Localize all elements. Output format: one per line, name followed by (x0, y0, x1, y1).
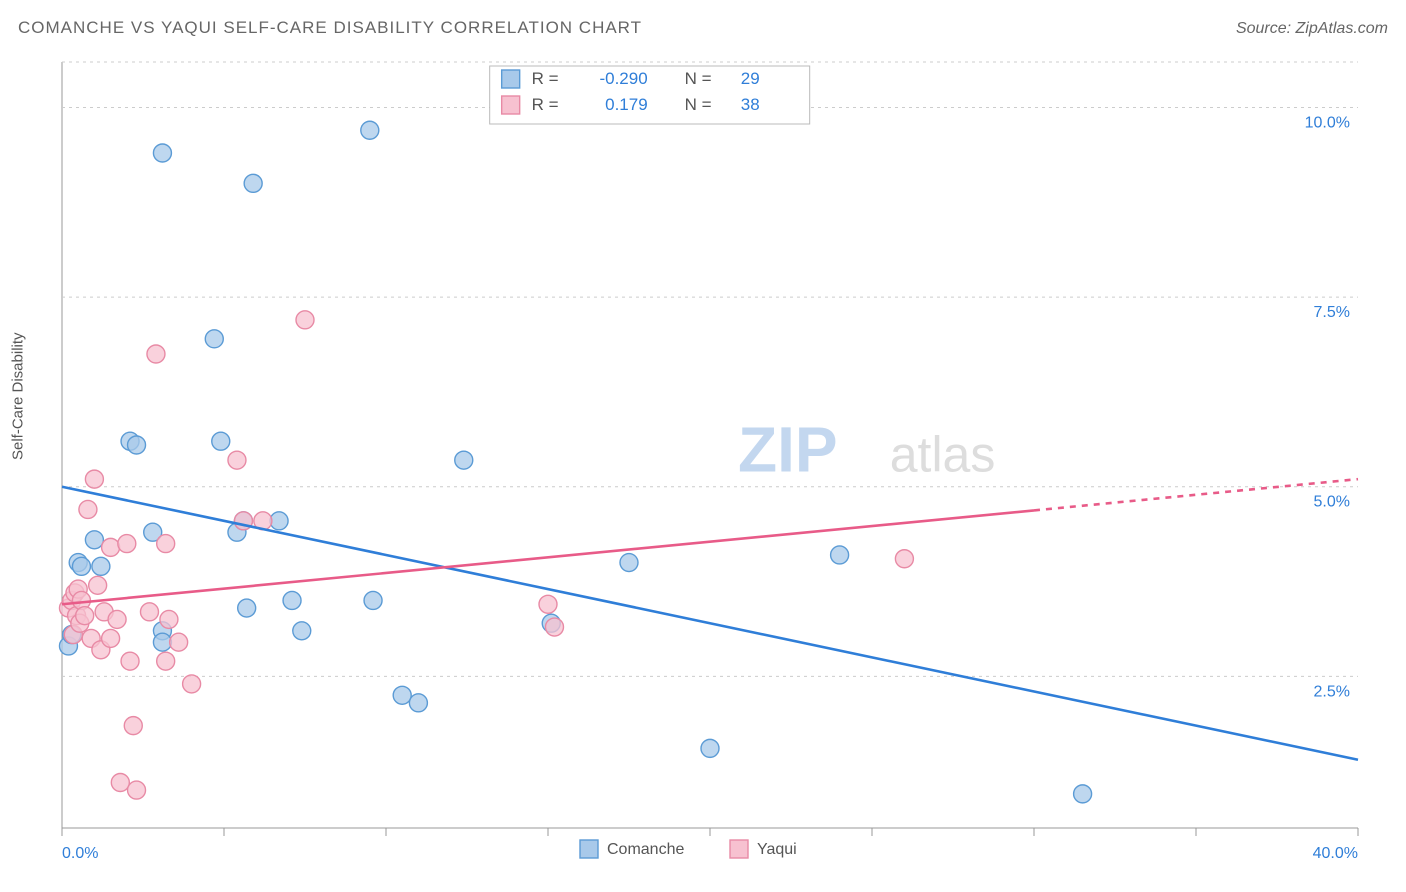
data-point (895, 550, 913, 568)
data-point (157, 652, 175, 670)
source-prefix: Source: (1236, 20, 1296, 37)
source-name: ZipAtlas.com (1296, 20, 1388, 37)
data-point (102, 629, 120, 647)
watermark-atlas: atlas (890, 427, 996, 483)
data-point (153, 144, 171, 162)
legend-r-value: -0.290 (599, 69, 647, 88)
legend-r-value: 0.179 (605, 95, 648, 114)
data-point (1074, 785, 1092, 803)
legend-n-value: 29 (741, 69, 760, 88)
data-point (296, 311, 314, 329)
data-point (270, 512, 288, 530)
legend-n-label: N = (685, 95, 712, 114)
legend-swatch (580, 840, 598, 858)
data-point (153, 633, 171, 651)
data-point (128, 781, 146, 799)
data-point (92, 557, 110, 575)
data-point (283, 591, 301, 609)
data-point (72, 557, 90, 575)
x-tick-min: 0.0% (62, 845, 98, 862)
source-attribution: Source: ZipAtlas.com (1236, 20, 1388, 38)
legend-series-label: Yaqui (757, 841, 797, 858)
data-point (147, 345, 165, 363)
data-point (118, 535, 136, 553)
data-point (545, 618, 563, 636)
data-point (455, 451, 473, 469)
legend-n-value: 38 (741, 95, 760, 114)
data-point (121, 652, 139, 670)
data-point (293, 622, 311, 640)
correlation-scatter-chart: ZIP atlas 0.0% 40.0% 2.5% 5.0% 7.5% 10.0% R = -0.… (42, 54, 1392, 884)
y-tick-label: 10.0% (1305, 115, 1350, 132)
data-point (108, 610, 126, 628)
watermark-zip: ZIP (738, 414, 838, 486)
legend-swatch (502, 70, 520, 88)
data-point (409, 694, 427, 712)
y-tick-label: 5.0% (1314, 494, 1350, 511)
data-point (76, 607, 94, 625)
data-point (111, 773, 129, 791)
data-point (620, 554, 638, 572)
data-point (85, 531, 103, 549)
data-point (393, 686, 411, 704)
legend-swatch (730, 840, 748, 858)
legend-swatch (502, 96, 520, 114)
trend-line-dashed (1034, 479, 1358, 510)
data-point (238, 599, 256, 617)
chart-title: COMANCHE VS YAQUI SELF-CARE DISABILITY C… (18, 18, 642, 38)
data-point (170, 633, 188, 651)
data-point (244, 174, 262, 192)
y-tick-label: 2.5% (1314, 683, 1350, 700)
data-point (102, 538, 120, 556)
data-point (228, 451, 246, 469)
data-point (364, 591, 382, 609)
data-point (85, 470, 103, 488)
data-point (539, 595, 557, 613)
legend-r-label: R = (532, 69, 559, 88)
data-point (160, 610, 178, 628)
data-point (212, 432, 230, 450)
data-point (701, 739, 719, 757)
data-point (128, 436, 146, 454)
y-axis-label: Self-Care Disability (10, 332, 27, 460)
x-tick-max: 40.0% (1313, 845, 1358, 862)
y-tick-label: 7.5% (1314, 304, 1350, 321)
legend-series-label: Comanche (607, 841, 684, 858)
data-point (831, 546, 849, 564)
data-point (79, 500, 97, 518)
data-point (183, 675, 201, 693)
data-point (124, 717, 142, 735)
data-point (361, 121, 379, 139)
legend-n-label: N = (685, 69, 712, 88)
data-point (140, 603, 158, 621)
data-point (205, 330, 223, 348)
data-point (157, 535, 175, 553)
legend-r-label: R = (532, 95, 559, 114)
data-point (89, 576, 107, 594)
trend-line (62, 487, 1358, 760)
